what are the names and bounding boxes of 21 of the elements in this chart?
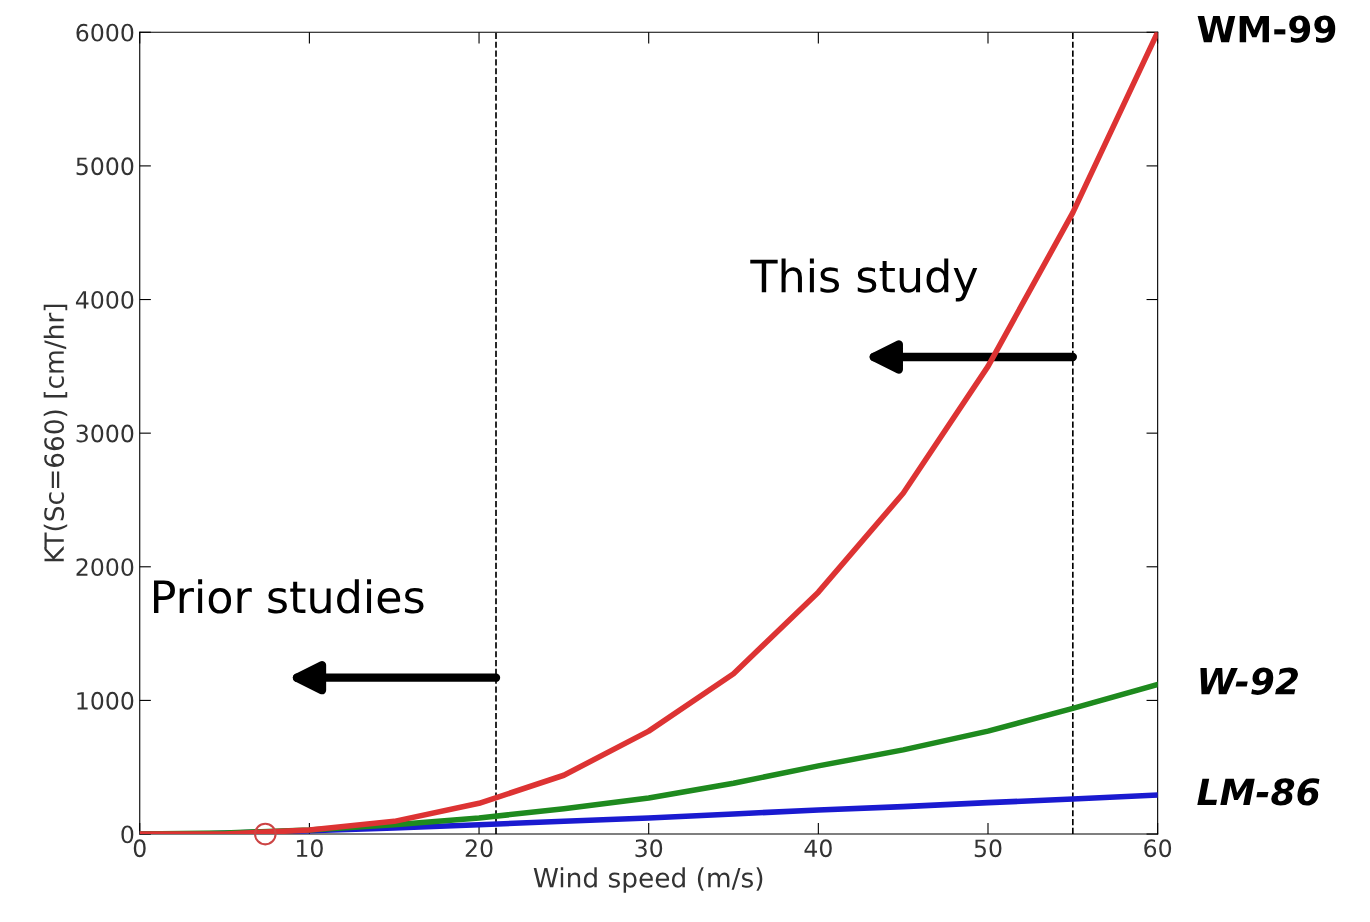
x-tick-label: 60 <box>1144 839 1172 858</box>
annotation: Prior studies <box>154 579 424 614</box>
x-tick-label: 30 <box>635 839 663 858</box>
y-tick-label: 1000 <box>77 691 134 710</box>
series-label: LM-86 <box>1197 778 1320 806</box>
x-tick-label: 40 <box>804 839 832 858</box>
y-tick-label: 3000 <box>76 424 134 443</box>
x-axis-title: Wind speed (m/s) <box>533 867 763 893</box>
y-axis-title: KT(Sc=660) [cm/hr] <box>43 304 68 562</box>
series-label: WM-99 <box>1197 15 1336 43</box>
series-label: W-92 <box>1200 667 1298 695</box>
x-tick-label: 50 <box>974 839 1002 858</box>
y-tick-label: 2000 <box>76 558 134 577</box>
y-tick-label: 4000 <box>75 290 134 309</box>
y-tick-label: 5000 <box>76 157 134 176</box>
x-tick-label: 10 <box>296 839 323 858</box>
x-tick-label: 0 <box>133 839 146 858</box>
y-tick-label: 6000 <box>76 23 134 42</box>
y-tick-label: 0 <box>121 825 134 844</box>
annotation: This study <box>750 258 978 302</box>
x-tick-label: 20 <box>465 839 493 858</box>
